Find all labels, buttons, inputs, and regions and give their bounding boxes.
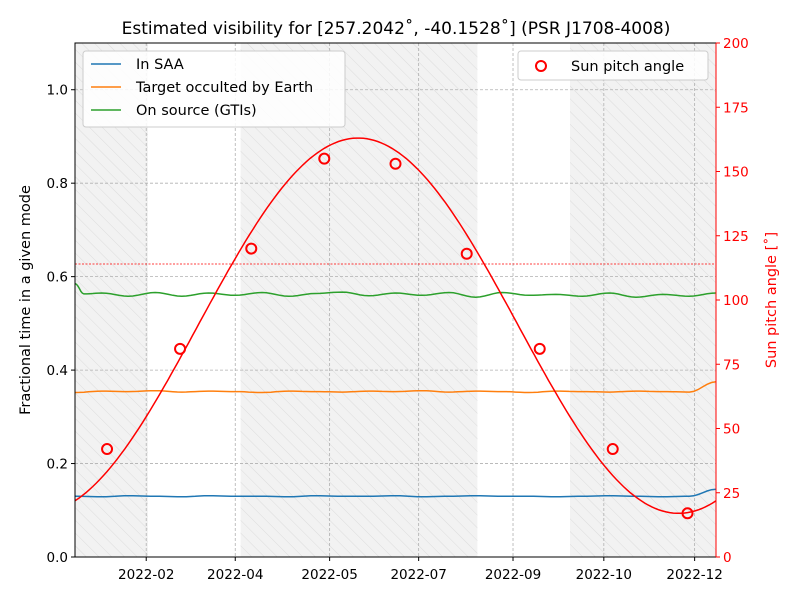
sun-pitch-marker [318, 152, 331, 165]
right-tick-label: 25 [723, 486, 740, 502]
right-tick-label: 100 [723, 293, 749, 309]
sun-pitch-marker [101, 443, 114, 456]
shaded-hatch-1 [240, 43, 478, 557]
x-axis-ticks: 2022-02 2022-04 2022-05 2022-07 2022-09 2022-… [118, 557, 723, 583]
series-lines [75, 137, 716, 515]
sun-pitch-marker [460, 247, 473, 260]
x-tick-label: 2022-05 [301, 567, 357, 583]
right-tick-label: 0 [723, 550, 732, 566]
sun-pitch-marker [681, 507, 694, 520]
sun-pitch-marker [245, 242, 258, 255]
legend-right-box [517, 50, 709, 81]
right-tick-label: 125 [723, 229, 749, 245]
x-tick-label: 2022-10 [576, 567, 632, 583]
legend-left-box [82, 50, 346, 128]
x-tick-label: 2022-07 [390, 567, 446, 583]
left-tick-label: 0.6 [47, 270, 68, 286]
left-axis-title: Fractional time in a given mode [18, 185, 34, 415]
sun-pitch-marker [389, 157, 402, 170]
right-tick-label: 175 [723, 100, 749, 116]
left-axis-ticks: 0.0 0.2 0.4 0.6 0.8 1.0 [47, 83, 75, 566]
chart-title: Estimated visibility for [257.2042˚, -40… [122, 18, 671, 39]
sun-pitch-markers [101, 152, 694, 520]
series-line-on-source-gtis- [75, 282, 716, 298]
left-tick-label: 0.4 [47, 363, 68, 379]
sun-pitch-marker [606, 443, 619, 456]
x-tick-label: 2022-12 [666, 567, 722, 583]
left-tick-label: 0.0 [47, 550, 68, 566]
sun-pitch-marker [533, 342, 546, 355]
right-axis-ticks: 0 25 50 75 100 125 150 175 200 [715, 36, 749, 566]
series-line-in-saa [75, 488, 716, 498]
x-tick-label: 2022-02 [118, 567, 174, 583]
left-tick-label: 0.2 [47, 457, 68, 473]
legend-label: In SAA [136, 57, 184, 73]
left-tick-label: 0.8 [47, 176, 68, 192]
shaded-hatch-2 [569, 43, 716, 557]
legend-right: Sun pitch angle [517, 50, 709, 81]
shaded-hatch-0 [75, 43, 149, 557]
legend-label: Sun pitch angle [571, 59, 684, 75]
legend-label: Target occulted by Earth [135, 80, 313, 96]
right-tick-label: 50 [723, 422, 740, 438]
legend-left: In SAA Target occulted by Earth On source … [82, 50, 346, 128]
legend-marker [535, 60, 547, 72]
right-axis-title: Sun pitch angle [˚] [763, 232, 780, 368]
right-tick-label: 200 [723, 36, 749, 52]
right-tick-label: 150 [723, 165, 749, 181]
x-tick-label: 2022-09 [485, 567, 541, 583]
x-tick-label: 2022-04 [207, 567, 263, 583]
sun-pitch-marker [174, 342, 187, 355]
right-tick-label: 75 [723, 357, 740, 373]
series-line-sun-pitch-angle [75, 137, 716, 515]
legend-label: On source (GTIs) [136, 103, 257, 119]
occultation-shading [75, 43, 716, 557]
left-tick-label: 1.0 [47, 83, 68, 99]
series-line-target-occulted-by-earth [75, 381, 716, 394]
